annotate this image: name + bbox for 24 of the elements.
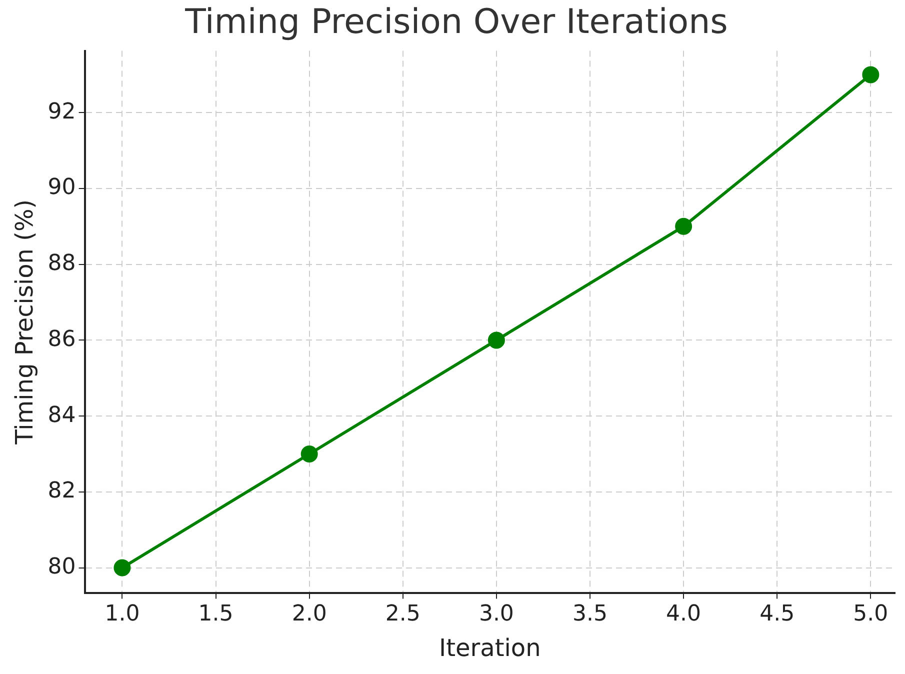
y-tick-label: 90: [48, 175, 76, 200]
y-tick-label: 92: [48, 99, 76, 124]
y-tick-label: 80: [48, 554, 76, 580]
x-tick-label: 3.0: [478, 602, 514, 627]
x-tick-label: 4.5: [760, 602, 795, 627]
y-tick-label: 86: [48, 326, 76, 352]
x-tick-label: 2.5: [385, 602, 420, 627]
point: [114, 559, 131, 576]
x-axis-title: Iteration: [438, 634, 541, 662]
point: [862, 66, 880, 84]
x-tick-label: 1.0: [104, 602, 140, 627]
x-tick-label: 5.0: [853, 602, 888, 627]
y-tick-label: 88: [48, 251, 76, 276]
x-tick-label: 4.0: [666, 602, 702, 627]
y-tick-label: 82: [48, 478, 76, 504]
x-tick-label: 2.0: [292, 602, 327, 627]
y-axis-title: Timing Precision (%): [10, 199, 39, 446]
chart-title: Timing Precision Over Iterations: [184, 2, 728, 42]
y-tick-label: 84: [48, 402, 76, 428]
point: [300, 445, 318, 462]
x-tick-label: 1.5: [198, 602, 234, 627]
point: [675, 218, 692, 235]
x-tick-label: 3.5: [572, 602, 608, 627]
point: [488, 332, 505, 349]
